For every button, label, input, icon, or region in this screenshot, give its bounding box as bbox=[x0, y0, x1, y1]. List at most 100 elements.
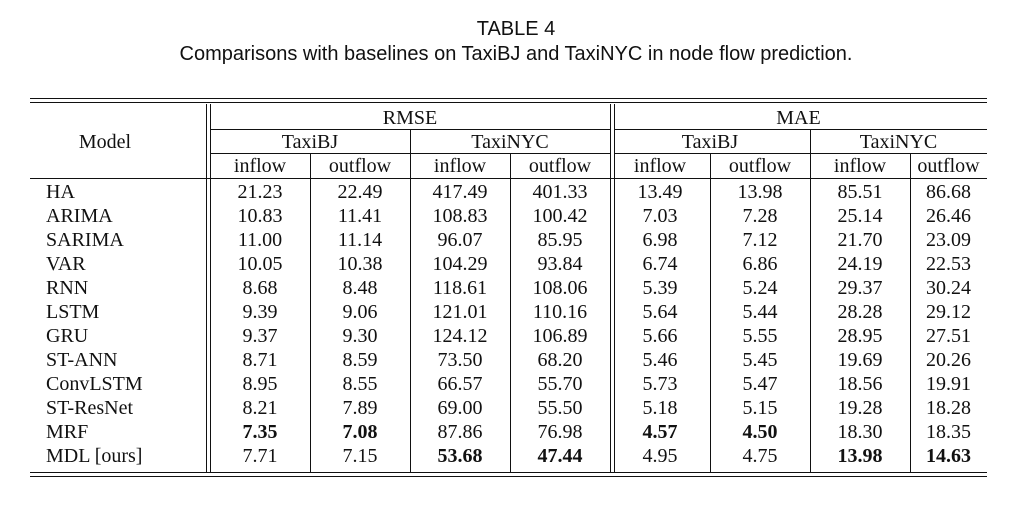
table-cell-value: 6.74 bbox=[642, 253, 678, 275]
table-cell-value: 66.57 bbox=[437, 373, 483, 395]
column-rule bbox=[510, 154, 512, 472]
row-label-model: MRF bbox=[46, 421, 89, 443]
flow-header-inflow: inflow bbox=[833, 155, 887, 177]
table-cell-value: 29.37 bbox=[837, 277, 883, 299]
table-cell-value: 7.35 bbox=[242, 421, 278, 443]
flow-header-outflow: outflow bbox=[528, 155, 592, 177]
table-cell-value: 7.71 bbox=[242, 445, 278, 467]
table-caption: Comparisons with baselines on TaxiBJ and… bbox=[179, 43, 853, 65]
table-cell-value: 6.86 bbox=[742, 253, 778, 275]
table-cell-value: 5.18 bbox=[642, 397, 678, 419]
row-label-model: VAR bbox=[46, 253, 86, 275]
table-cell-value: 55.70 bbox=[537, 373, 583, 395]
row-label-model: LSTM bbox=[46, 301, 100, 323]
column-rule bbox=[206, 104, 208, 472]
table-cell-value: 85.51 bbox=[837, 181, 883, 203]
table-cell-value: 108.83 bbox=[432, 205, 488, 227]
table-cell-value: 11.00 bbox=[237, 229, 283, 251]
rule bbox=[30, 476, 987, 478]
row-label-model: ST-ANN bbox=[46, 349, 118, 371]
column-rule bbox=[310, 154, 312, 472]
row-label-model: RNN bbox=[46, 277, 89, 299]
row-label-model: SARIMA bbox=[46, 229, 124, 251]
table-cell-value: 18.35 bbox=[926, 421, 971, 443]
table-cell-value: 86.68 bbox=[926, 181, 971, 203]
table-cell-value: 23.09 bbox=[926, 229, 971, 251]
table-cell-value: 24.19 bbox=[837, 253, 883, 275]
rule bbox=[30, 178, 987, 180]
table-cell-value: 118.61 bbox=[432, 277, 488, 299]
dataset-header-taxibj: TaxiBJ bbox=[281, 131, 339, 153]
table-cell-value: 9.30 bbox=[342, 325, 378, 347]
column-rule bbox=[910, 154, 912, 472]
row-label-model: ARIMA bbox=[46, 205, 113, 227]
table-cell-value: 96.07 bbox=[437, 229, 483, 251]
table-cell-value: 10.38 bbox=[337, 253, 383, 275]
rule bbox=[30, 102, 987, 104]
table-cell-value: 9.06 bbox=[342, 301, 378, 323]
row-label-model: ST-ResNet bbox=[46, 397, 134, 419]
table-cell-value: 8.59 bbox=[342, 349, 378, 371]
table-cell-value: 28.28 bbox=[837, 301, 883, 323]
column-rule bbox=[810, 130, 812, 472]
dataset-header-taxibj: TaxiBJ bbox=[681, 131, 739, 153]
table-cell-value: 30.24 bbox=[926, 277, 971, 299]
column-rule bbox=[710, 154, 712, 472]
table-cell-value: 7.89 bbox=[342, 397, 378, 419]
cmidrule bbox=[614, 153, 987, 154]
flow-header-outflow: outflow bbox=[328, 155, 392, 177]
table-cell-value: 93.84 bbox=[537, 253, 583, 275]
flow-header-outflow: outflow bbox=[917, 155, 980, 177]
table-cell-value: 19.69 bbox=[837, 349, 883, 371]
table-cell-value: 14.63 bbox=[926, 445, 971, 467]
column-rule bbox=[614, 104, 616, 472]
table-cell-value: 4.50 bbox=[742, 421, 778, 443]
row-label-model: HA bbox=[46, 181, 75, 203]
table-cell-value: 19.91 bbox=[926, 373, 971, 395]
table-cell-value: 11.41 bbox=[337, 205, 383, 227]
rule bbox=[30, 98, 987, 100]
row-label-model: GRU bbox=[46, 325, 89, 347]
table-cell-value: 5.45 bbox=[742, 349, 778, 371]
table-cell-value: 20.26 bbox=[926, 349, 971, 371]
table-cell-value: 110.16 bbox=[532, 301, 588, 323]
table-cell-value: 8.21 bbox=[242, 397, 278, 419]
table-cell-value: 8.68 bbox=[242, 277, 278, 299]
flow-header-inflow: inflow bbox=[433, 155, 487, 177]
table-cell-value: 85.95 bbox=[537, 229, 583, 251]
table-cell-value: 4.75 bbox=[742, 445, 778, 467]
table-cell-value: 10.05 bbox=[237, 253, 283, 275]
table-cell-value: 21.23 bbox=[237, 181, 283, 203]
table-cell-value: 121.01 bbox=[432, 301, 488, 323]
table-cell-value: 7.03 bbox=[642, 205, 678, 227]
table-caption-label: TABLE 4 bbox=[476, 18, 556, 40]
table-cell-value: 8.71 bbox=[242, 349, 278, 371]
column-rule bbox=[610, 104, 612, 472]
table-cell-value: 13.98 bbox=[837, 445, 883, 467]
row-label-model: ConvLSTM bbox=[46, 373, 143, 395]
flow-header-inflow: inflow bbox=[633, 155, 687, 177]
column-rule bbox=[410, 130, 412, 472]
table-cell-value: 29.12 bbox=[926, 301, 971, 323]
table-cell-value: 73.50 bbox=[437, 349, 483, 371]
column-header-model: Model bbox=[78, 131, 132, 153]
table-cell-value: 417.49 bbox=[432, 181, 488, 203]
table-cell-value: 124.12 bbox=[432, 325, 488, 347]
table-cell-value: 7.15 bbox=[342, 445, 378, 467]
table-cell-value: 28.95 bbox=[837, 325, 883, 347]
table-cell-value: 27.51 bbox=[926, 325, 971, 347]
table-cell-value: 106.89 bbox=[532, 325, 588, 347]
table-cell-value: 68.20 bbox=[537, 349, 583, 371]
group-header-rmse: RMSE bbox=[382, 107, 438, 129]
row-label-model: MDL [ours] bbox=[46, 445, 143, 467]
table-cell-value: 5.24 bbox=[742, 277, 778, 299]
table-cell-value: 7.12 bbox=[742, 229, 778, 251]
cmidrule bbox=[614, 129, 987, 130]
table-cell-value: 21.70 bbox=[837, 229, 883, 251]
table-cell-value: 6.98 bbox=[642, 229, 678, 251]
table-cell-value: 19.28 bbox=[837, 397, 883, 419]
table-cell-value: 22.49 bbox=[337, 181, 383, 203]
table-cell-value: 401.33 bbox=[532, 181, 588, 203]
table-cell-value: 4.95 bbox=[642, 445, 678, 467]
table-cell-value: 25.14 bbox=[837, 205, 883, 227]
